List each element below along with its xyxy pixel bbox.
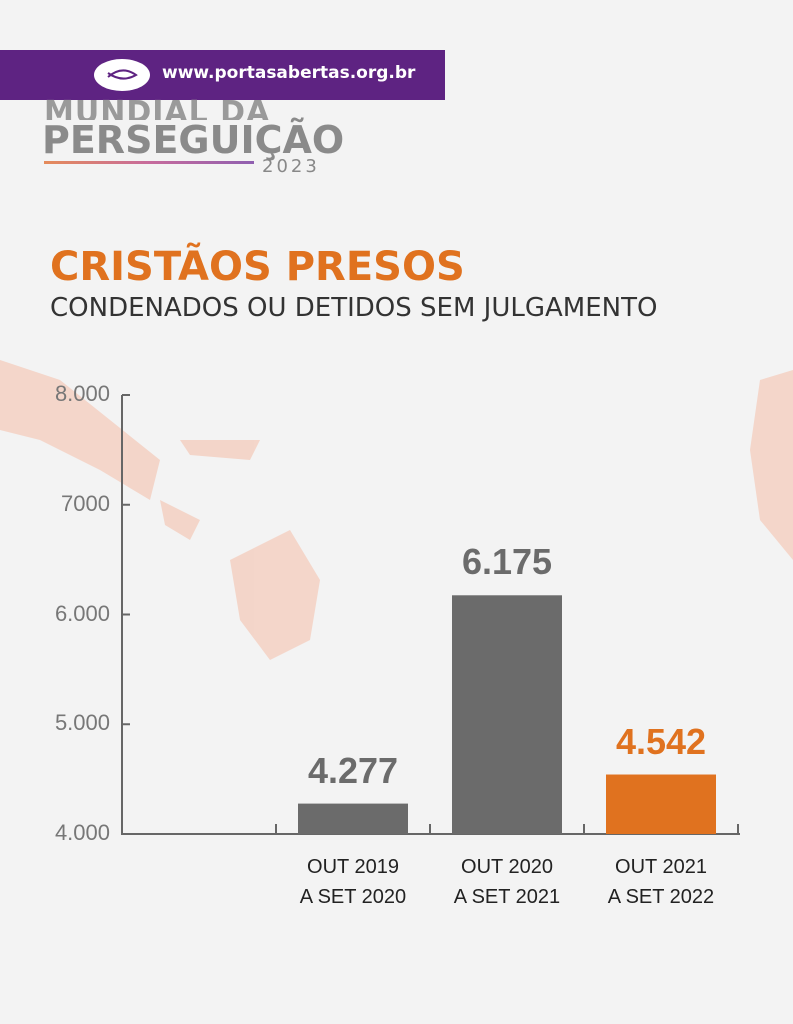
chart-subtitle: CONDENADOS OU DETIDOS SEM JULGAMENTO: [50, 293, 658, 323]
y-tick-label: 8.000: [54, 381, 110, 406]
y-tick-label: 5.000: [54, 710, 110, 736]
x-tick-label: OUT 2020 A SET 2021: [453, 856, 561, 908]
header-banner: [0, 50, 445, 100]
logo-text: MUNDIAL DA: [44, 98, 271, 120]
x-tick-label: OUT 2021 A SET 2022: [607, 856, 715, 908]
y-tick-label: 6.000: [54, 600, 110, 626]
url[interactable]: www.portasabertas.org.br: [162, 63, 416, 83]
bar: [298, 803, 408, 834]
axes: [121, 395, 740, 835]
logo-underline: [44, 161, 254, 164]
logo-year: 2023: [262, 156, 320, 177]
background-map: [0, 360, 793, 660]
logo-icon: [94, 59, 150, 91]
bar: [606, 774, 716, 834]
value-label: 4.542: [615, 720, 707, 762]
y-tick-label: 4.000: [54, 820, 110, 845]
value-label: 4.277: [307, 749, 399, 791]
chart-title: CRISTÃOS PRESOS: [50, 244, 465, 290]
bar: [452, 595, 562, 834]
y-tick-label: 7000: [61, 490, 110, 516]
x-tick-label: OUT 2019 A SET 2020: [299, 856, 407, 908]
logo-text: PERSEGUIÇÃO: [42, 118, 345, 162]
value-label: 6.175: [461, 541, 553, 583]
